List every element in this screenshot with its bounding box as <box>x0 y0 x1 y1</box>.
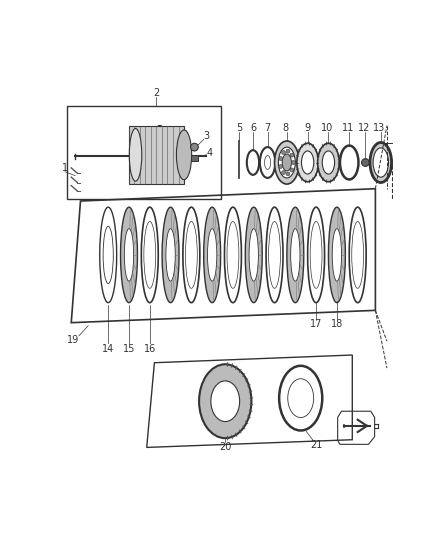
Text: 15: 15 <box>123 344 135 354</box>
Ellipse shape <box>100 207 117 303</box>
Ellipse shape <box>166 229 175 281</box>
Ellipse shape <box>268 222 280 288</box>
Ellipse shape <box>265 156 271 169</box>
Ellipse shape <box>144 222 156 288</box>
Text: 12: 12 <box>358 123 370 133</box>
Circle shape <box>282 171 286 174</box>
Text: 11: 11 <box>342 123 354 133</box>
Text: 10: 10 <box>321 123 333 133</box>
Ellipse shape <box>297 143 318 182</box>
Ellipse shape <box>129 128 142 181</box>
Circle shape <box>282 151 286 155</box>
Ellipse shape <box>332 229 342 281</box>
Text: 6: 6 <box>250 123 256 133</box>
Text: 19: 19 <box>67 335 79 345</box>
Text: 16: 16 <box>144 344 156 354</box>
Text: 2: 2 <box>153 88 159 98</box>
Ellipse shape <box>279 147 295 178</box>
Ellipse shape <box>124 229 134 281</box>
Ellipse shape <box>282 154 291 171</box>
Circle shape <box>290 153 294 157</box>
Ellipse shape <box>328 207 346 303</box>
Circle shape <box>279 157 283 160</box>
Ellipse shape <box>224 207 241 303</box>
Ellipse shape <box>275 141 299 184</box>
Text: 7: 7 <box>265 123 271 133</box>
Text: 8: 8 <box>282 123 288 133</box>
Ellipse shape <box>288 379 314 417</box>
Circle shape <box>191 143 198 151</box>
Ellipse shape <box>266 207 283 303</box>
Text: 3: 3 <box>203 131 209 141</box>
Text: 13: 13 <box>373 123 385 133</box>
Bar <box>191 155 198 161</box>
Ellipse shape <box>120 207 138 303</box>
Circle shape <box>290 168 294 172</box>
Ellipse shape <box>287 207 304 303</box>
Ellipse shape <box>322 151 335 174</box>
Ellipse shape <box>103 227 113 284</box>
Bar <box>129 126 184 184</box>
Ellipse shape <box>349 207 366 303</box>
Text: 20: 20 <box>219 442 231 451</box>
Ellipse shape <box>199 364 251 438</box>
Ellipse shape <box>318 143 339 182</box>
Circle shape <box>286 149 290 153</box>
Ellipse shape <box>204 207 221 303</box>
Ellipse shape <box>249 229 258 281</box>
Ellipse shape <box>291 229 300 281</box>
Circle shape <box>291 160 295 165</box>
Ellipse shape <box>245 207 262 303</box>
Ellipse shape <box>151 126 169 184</box>
Text: 4: 4 <box>207 148 213 158</box>
Ellipse shape <box>185 222 197 288</box>
Text: 18: 18 <box>331 319 343 329</box>
Ellipse shape <box>227 222 239 288</box>
Text: 9: 9 <box>304 123 311 133</box>
Text: 1: 1 <box>62 163 68 173</box>
Circle shape <box>361 159 369 166</box>
Text: 17: 17 <box>310 319 322 329</box>
Text: 14: 14 <box>102 344 114 354</box>
Text: 5: 5 <box>236 123 242 133</box>
Circle shape <box>279 165 283 168</box>
Ellipse shape <box>162 207 179 303</box>
Ellipse shape <box>373 148 389 177</box>
Ellipse shape <box>352 222 364 288</box>
Ellipse shape <box>301 151 314 174</box>
Text: 21: 21 <box>310 440 322 450</box>
Ellipse shape <box>183 207 200 303</box>
Ellipse shape <box>177 130 192 180</box>
Ellipse shape <box>370 142 392 182</box>
Ellipse shape <box>211 381 240 422</box>
Circle shape <box>286 172 290 176</box>
Ellipse shape <box>310 222 322 288</box>
Bar <box>67 106 221 199</box>
Ellipse shape <box>307 207 325 303</box>
Ellipse shape <box>208 229 217 281</box>
Ellipse shape <box>141 207 158 303</box>
